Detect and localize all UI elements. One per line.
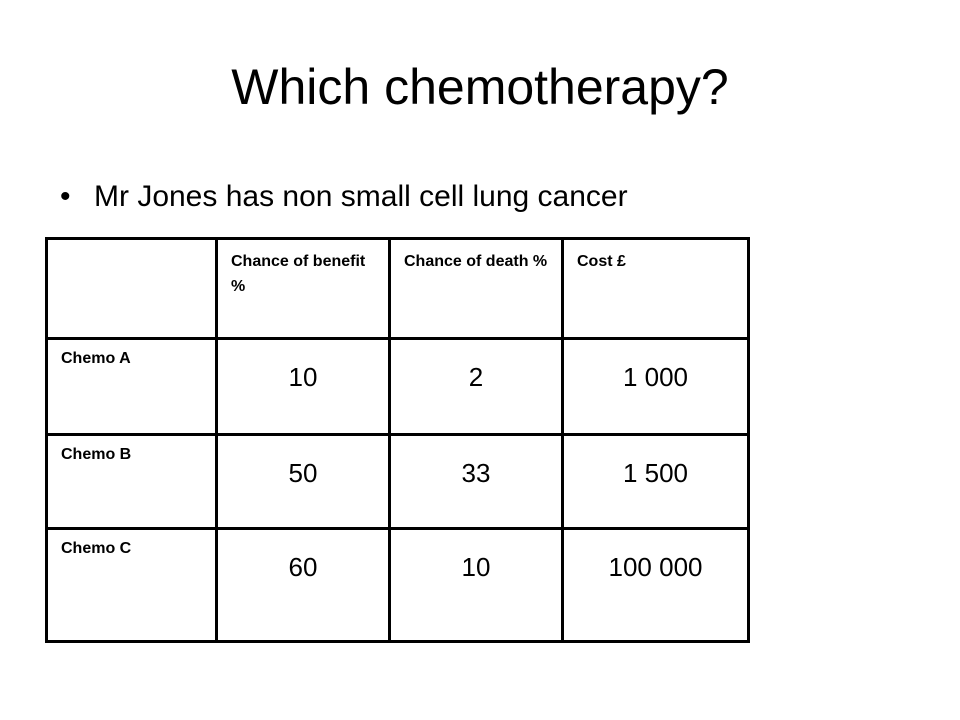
table-row: Chemo C 60 10 100 000: [45, 527, 750, 643]
table-row: Chemo B 50 33 1 500: [45, 433, 750, 530]
bullet-text: Mr Jones has non small cell lung cancer: [94, 180, 628, 213]
table-cell: 10: [215, 337, 391, 436]
table-cell: 100 000: [561, 527, 750, 643]
row-label: Chemo C: [45, 527, 218, 643]
bullet-marker: •: [60, 180, 71, 213]
table-cell: 50: [215, 433, 391, 530]
slide-title: Which chemotherapy?: [231, 59, 729, 115]
table-cell: 1 000: [561, 337, 750, 436]
table-cell: 10: [388, 527, 564, 643]
table-cell: 1 500: [561, 433, 750, 530]
corner-cell: [45, 237, 218, 340]
row-label: Chemo A: [45, 337, 218, 436]
data-table: Chance of benefit % Chance of death % Co…: [45, 237, 750, 643]
table-cell: 60: [215, 527, 391, 643]
header-row: Chance of benefit % Chance of death % Co…: [45, 237, 750, 340]
table-cell: 2: [388, 337, 564, 436]
row-label: Chemo B: [45, 433, 218, 530]
table-row: Chemo A 10 2 1 000: [45, 337, 750, 436]
column-header: Cost £: [561, 237, 750, 340]
table-cell: 33: [388, 433, 564, 530]
column-header: Chance of benefit %: [215, 237, 391, 340]
column-header: Chance of death %: [388, 237, 564, 340]
